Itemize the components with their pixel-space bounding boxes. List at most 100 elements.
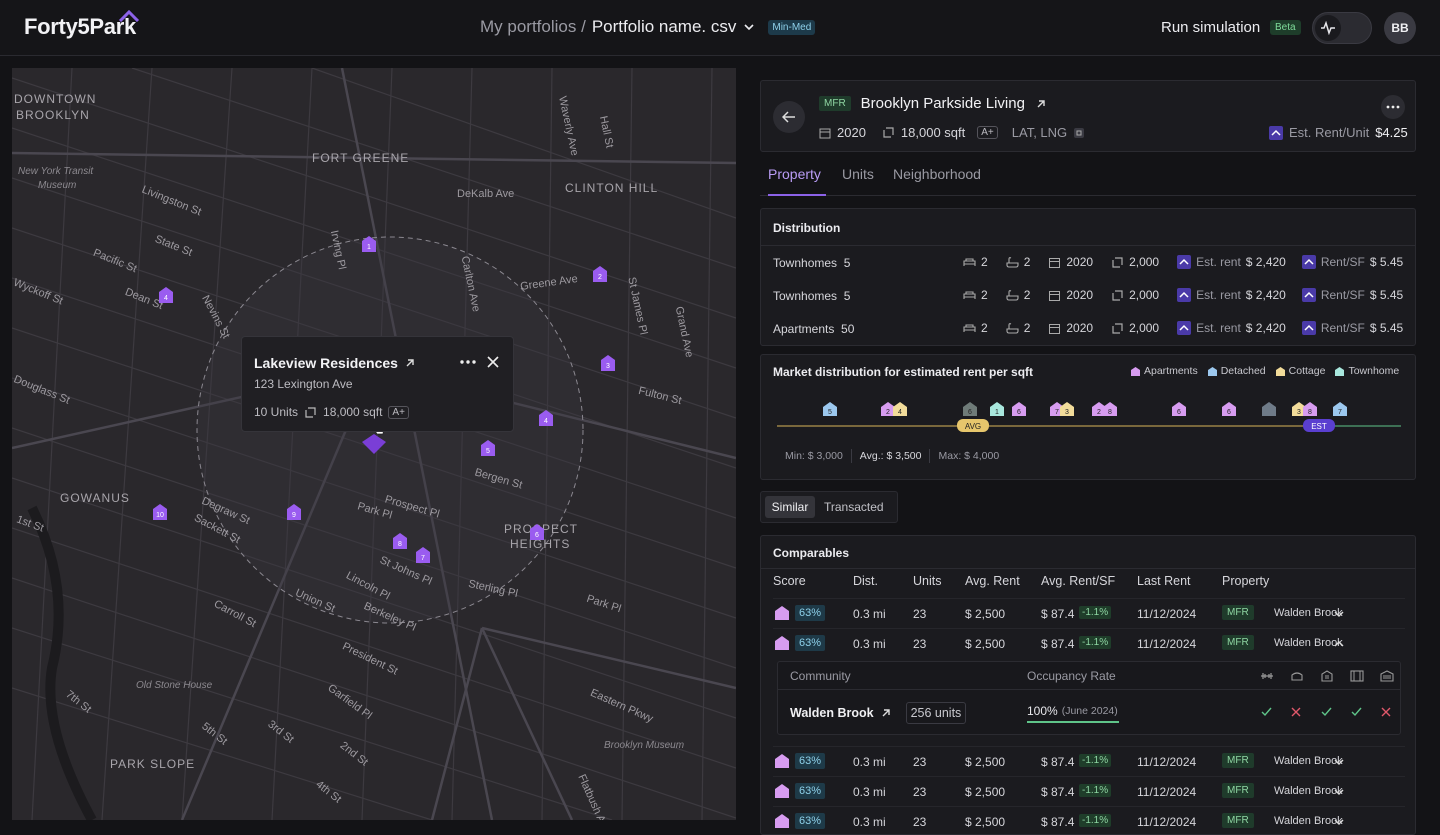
popup-title[interactable]: Lakeview Residences [254,355,398,371]
selected-property-marker[interactable] [362,434,386,454]
beds: 2 [981,321,988,335]
property-name[interactable]: Walden Brook [1274,755,1343,767]
market-marker[interactable]: 8 [1303,402,1317,416]
table-row[interactable]: 63% 0.3 mi 23 $ 2,500 $ 87.4 -1.1% 11/12/2024 M… [773,776,1405,806]
market-marker[interactable]: 3 [1292,402,1306,416]
trend-up-icon [1301,255,1316,269]
distance: 0.3 mi [853,637,886,651]
map-pin[interactable]: 1 [362,236,376,252]
market-marker[interactable]: 6 [1012,402,1026,416]
map-pin[interactable]: 10 [153,504,167,520]
col-units[interactable]: Units [913,574,942,588]
rent-label: Est. rent [1196,255,1241,269]
table-row[interactable]: 63% 0.3 mi 23 $ 2,500 $ 87.4 -1.1% 11/12/2024 M… [773,746,1405,776]
market-marker[interactable]: 6 [1222,402,1236,416]
market-marker[interactable]: 6 [1172,402,1186,416]
property-name[interactable]: Walden Brook [1274,607,1343,619]
map-pin[interactable]: 9 [287,504,301,520]
col-occupancy: Occupancy Rate [1027,669,1116,683]
logo-roof-icon [118,10,140,22]
back-button[interactable] [773,101,805,133]
pin-number: 5 [486,448,490,455]
place-label: Old Stone House [136,680,213,691]
map-pin[interactable]: 4 [539,410,553,426]
map-pin[interactable]: 5 [481,440,495,456]
market-marker[interactable]: 4 [893,402,907,416]
close-icon[interactable] [487,356,499,368]
logo[interactable]: Forty5Park [24,14,136,39]
rent-sf-label: Rent/SF [1320,255,1365,269]
external-link-icon[interactable] [880,707,892,719]
occupancy-bar [1027,721,1119,723]
calendar-icon [819,128,831,138]
market-marker[interactable] [1262,402,1276,416]
chevron-down-icon[interactable] [1333,609,1345,619]
market-marker[interactable]: 7 [1333,402,1347,416]
more-options-icon[interactable] [1381,95,1405,119]
col-last-rent[interactable]: Last Rent [1137,574,1191,588]
chevron-down-icon[interactable] [1333,787,1345,797]
property-name[interactable]: Brooklyn Parkside Living [860,95,1025,112]
market-marker[interactable]: 8 [1103,402,1117,416]
legend-label: Townhome [1348,365,1400,377]
last-rent: 11/12/2024 [1137,755,1197,769]
copy-icon[interactable] [1073,127,1085,139]
external-link-icon[interactable] [404,357,416,369]
tab-units[interactable]: Units [842,166,874,182]
last-rent: 11/12/2024 [1137,785,1197,799]
map-pin[interactable]: 2 [593,266,607,282]
chevron-down-icon[interactable] [1333,757,1345,767]
avatar[interactable]: BB [1384,12,1416,44]
property-title-row: MFR Brooklyn Parkside Living [819,95,1047,112]
property-type-badge: MFR [819,96,851,111]
unit-type: Apartments 50 [773,322,854,336]
sqft: 2,000 [1129,255,1160,269]
market-marker[interactable]: 5 [823,402,837,416]
segment-transacted[interactable]: Transacted [824,500,884,514]
popup-meta: 10 Units 18,000 sqft A+ [254,405,409,419]
table-row[interactable]: 63% 0.3 mi 23 $ 2,500 $ 87.4 -1.1% 11/12/2024 M… [773,806,1405,834]
beta-badge: Beta [1270,20,1301,35]
breadcrumb-current[interactable]: Portfolio name. csv [591,17,737,36]
property-type-badge: MFR [1222,753,1254,768]
map-pin[interactable]: 3 [601,355,615,371]
market-marker-number: 2 [1097,409,1101,416]
rent-value: $ 2,420 [1245,321,1286,335]
community-name[interactable]: Walden Brook [790,706,874,720]
segment-similar[interactable]: Similar [765,496,815,518]
map-pin[interactable]: 4 [159,287,173,303]
chevron-down-icon[interactable] [1333,817,1345,827]
run-simulation-label[interactable]: Run simulation [1161,19,1261,36]
tab-neighborhood[interactable]: Neighborhood [893,166,981,182]
table-row[interactable]: 63% 0.3 mi 23 $ 2,500 $ 87.4 -1.1% 11/12/2024 M… [773,628,1405,658]
rent-label: Est. rent [1196,288,1241,302]
breadcrumb-root[interactable]: My portfolios / [480,17,586,36]
map-label: HEIGHTS [510,537,571,551]
col-dist[interactable]: Dist. [853,574,878,588]
market-marker[interactable]: 2 [1092,402,1106,416]
more-options-icon[interactable] [459,355,477,369]
property-name[interactable]: Walden Brook [1274,785,1343,797]
map[interactable]: DOWNTOWN BROOKLYN FORT GREENE CLINTON HI… [12,68,736,820]
property-name[interactable]: Walden Brook [1274,637,1343,649]
chevron-up-icon[interactable] [1333,639,1345,649]
chevron-down-icon[interactable] [742,20,756,34]
col-score[interactable]: Score [773,574,806,588]
col-avg-rent-sf[interactable]: Avg. Rent/SF [1041,574,1116,588]
map-pin[interactable]: 6 [530,524,544,540]
market-marker[interactable]: 1 [990,402,1004,416]
tab-property[interactable]: Property [768,166,821,182]
market-marker[interactable]: 2 [881,402,895,416]
market-marker-number: 2 [886,409,890,416]
map-pin[interactable]: 7 [416,547,430,563]
external-link-icon[interactable] [1035,98,1047,110]
simulation-toggle[interactable] [1312,12,1372,44]
col-avg-rent[interactable]: Avg. Rent [965,574,1020,588]
rent-sf-value: $ 5.45 [1369,321,1404,335]
market-marker[interactable]: 6 [963,402,977,416]
table-row[interactable]: 63% 0.3 mi 23 $ 2,500 $ 87.4 -1.1% 11/12/2024 M… [773,598,1405,628]
market-marker[interactable]: 3 [1060,402,1074,416]
portfolio-range-badge: Min-Med [768,19,816,35]
map-pin[interactable]: 8 [393,533,407,549]
col-property[interactable]: Property [1222,574,1270,588]
